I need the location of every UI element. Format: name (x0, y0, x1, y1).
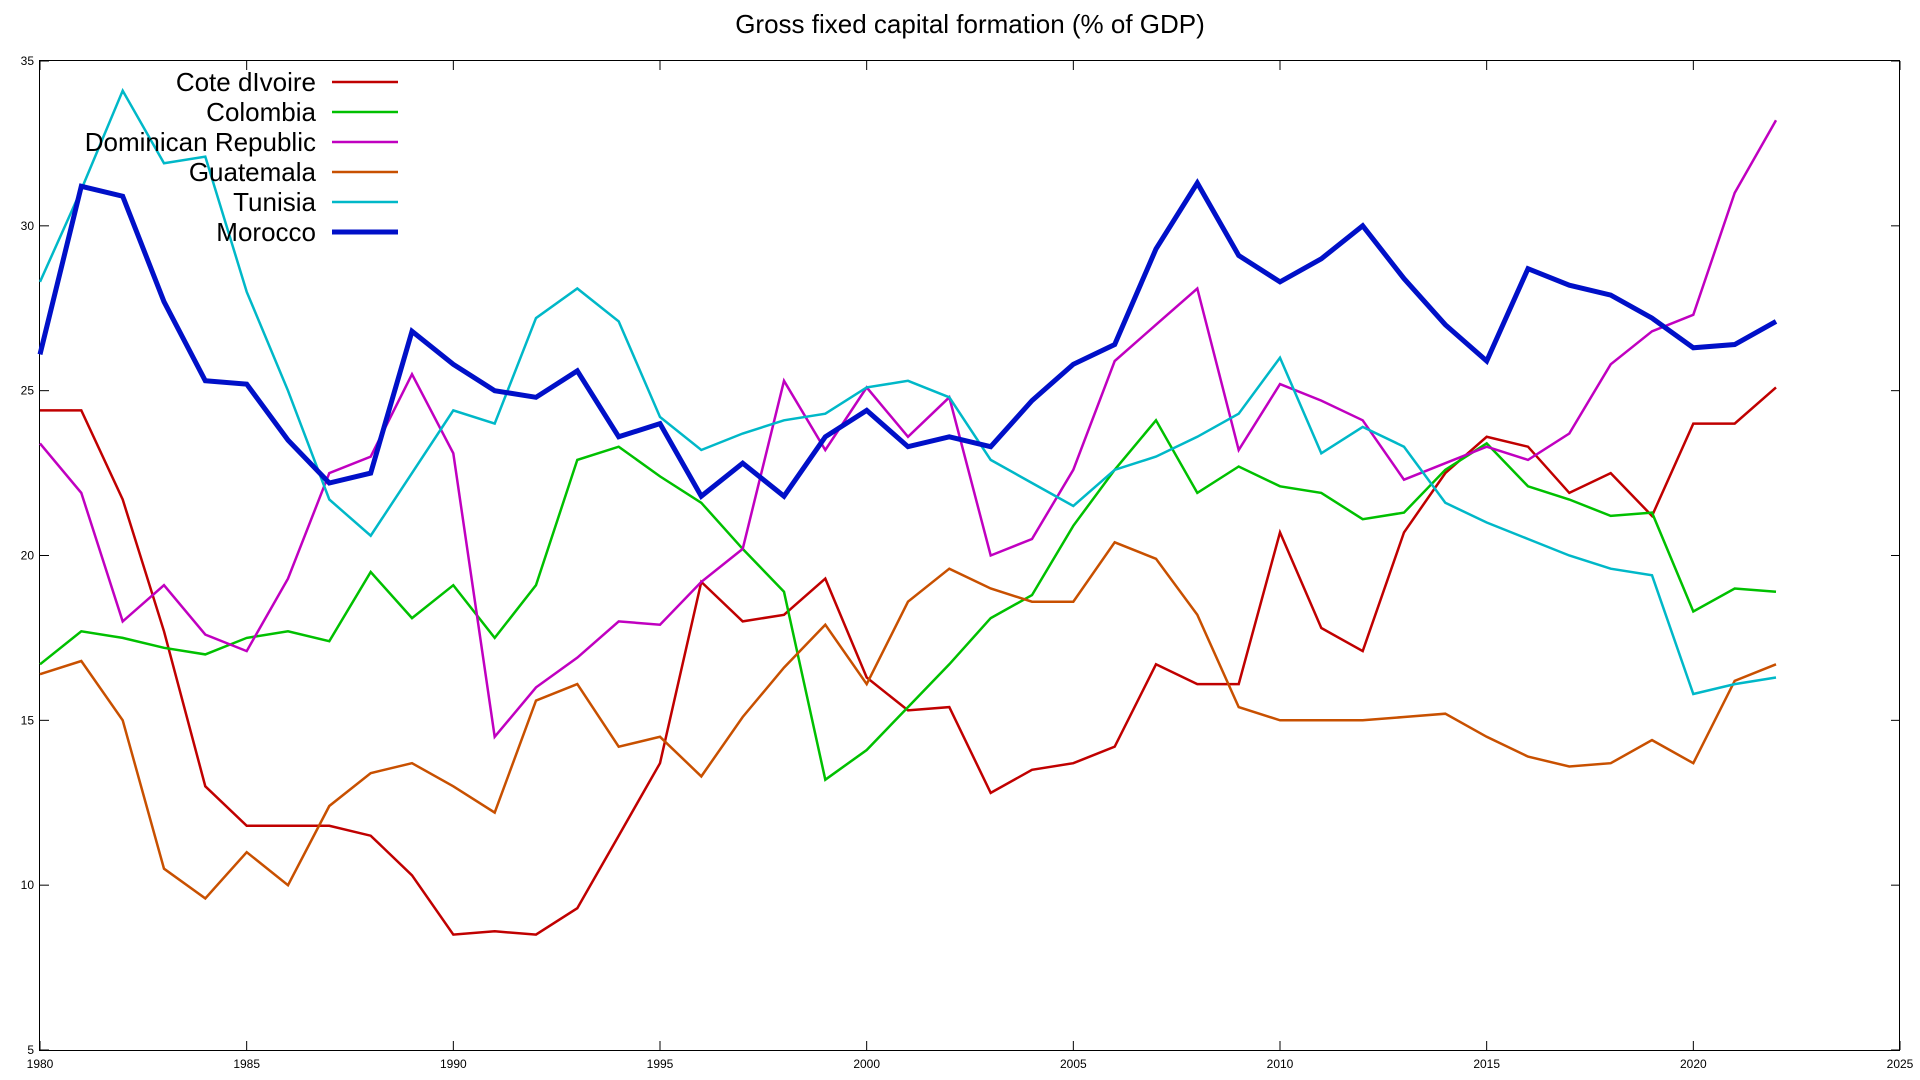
x-tick-label: 2020 (1680, 1057, 1707, 1071)
legend-label-tunisia: Tunisia (233, 187, 316, 217)
series-line-dominican-republic (39, 119, 1778, 740)
x-tick-label: 2015 (1473, 1057, 1500, 1071)
x-tick-label: 1985 (233, 1057, 260, 1071)
series-line-colombia (39, 418, 1777, 782)
y-tick-label: 10 (21, 878, 35, 892)
y-tick-label: 35 (21, 54, 35, 68)
legend-label-morocco: Morocco (216, 217, 316, 247)
chart-title: Gross fixed capital formation (% of GDP) (735, 9, 1205, 39)
y-tick-label: 15 (21, 713, 35, 727)
legend-label-guatemala: Guatemala (189, 157, 317, 187)
x-tick-label: 2005 (1060, 1057, 1087, 1071)
axis-ticks: 1980 1985 1990 1995 2000 2005 2010 2015 2020 2025… (21, 54, 1914, 1071)
series-line-morocco (37, 178, 1778, 500)
x-tick-label: 2000 (853, 1057, 880, 1071)
y-tick-label: 20 (21, 549, 35, 563)
x-tick-label: 1995 (647, 1057, 674, 1071)
x-tick-label: 2010 (1267, 1057, 1294, 1071)
x-tick-label: 1990 (440, 1057, 467, 1071)
plot-frame (39, 60, 1900, 1051)
x-tick-label: 2025 (1887, 1057, 1914, 1071)
x-tick-label: 1980 (27, 1057, 54, 1071)
series-line-tunisia (38, 87, 1777, 696)
legend-label-colombia: Colombia (206, 97, 316, 127)
y-tick-label: 5 (27, 1043, 34, 1057)
series-line-guatemala (39, 540, 1777, 901)
legend-label-dominican-republic: Dominican Republic (85, 127, 316, 157)
series-lines (37, 87, 1778, 936)
series-line-cote-divoire (40, 386, 1777, 936)
y-tick-label: 25 (21, 384, 35, 398)
legend-label-cote-divoire: Cote dIvoire (176, 67, 316, 97)
y-tick-label: 30 (21, 219, 35, 233)
